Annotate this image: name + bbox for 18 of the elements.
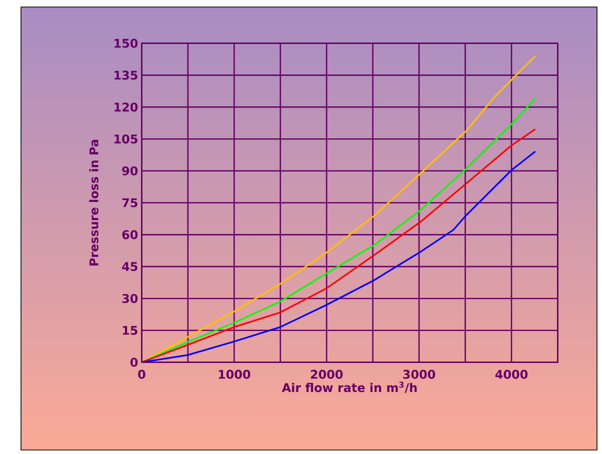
y-tick-label: 90: [122, 166, 138, 176]
y-tick-label: 150: [114, 38, 138, 48]
x-tick-label: 2000: [310, 370, 343, 379]
y-tick-label: 60: [122, 230, 138, 240]
y-tick-label: 15: [122, 326, 138, 335]
y-tick-label: 135: [114, 70, 138, 80]
y-axis-title: Pressure loss in Pa: [89, 140, 98, 266]
y-tick-label: 120: [114, 102, 138, 112]
x-tick-label: 1000: [218, 370, 250, 379]
y-tick-label: 30: [122, 294, 138, 304]
x-axis-title: Air flow rate in m$^{3}$/h: [282, 382, 417, 394]
y-tick-label: 45: [122, 262, 138, 272]
x-tick-label: 3000: [403, 370, 436, 379]
y-tick-label: 0: [130, 358, 138, 367]
x-tick-label: 0: [138, 370, 146, 379]
y-tick-label: 105: [114, 134, 138, 144]
x-tick-label: 4000: [495, 370, 528, 379]
y-tick-label: 75: [122, 198, 138, 208]
